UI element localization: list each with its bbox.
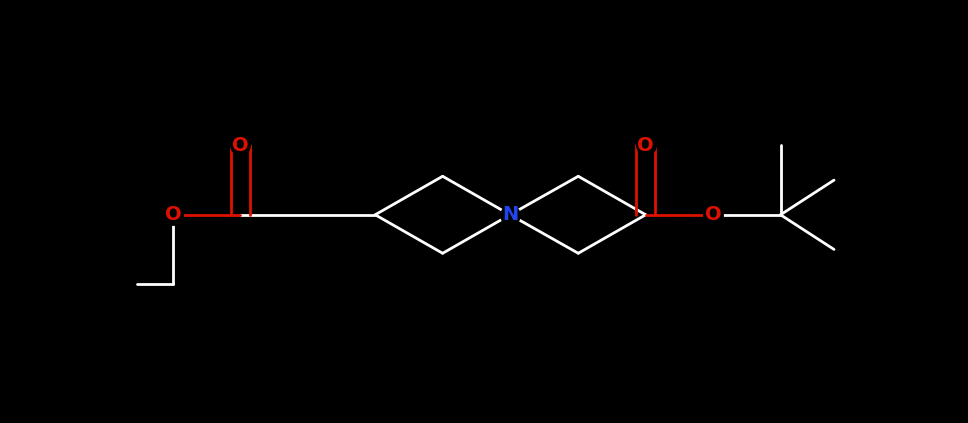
Text: O: O xyxy=(165,205,181,224)
Text: N: N xyxy=(502,205,518,224)
Text: O: O xyxy=(705,205,721,224)
Text: O: O xyxy=(232,136,249,155)
Text: O: O xyxy=(637,136,654,155)
